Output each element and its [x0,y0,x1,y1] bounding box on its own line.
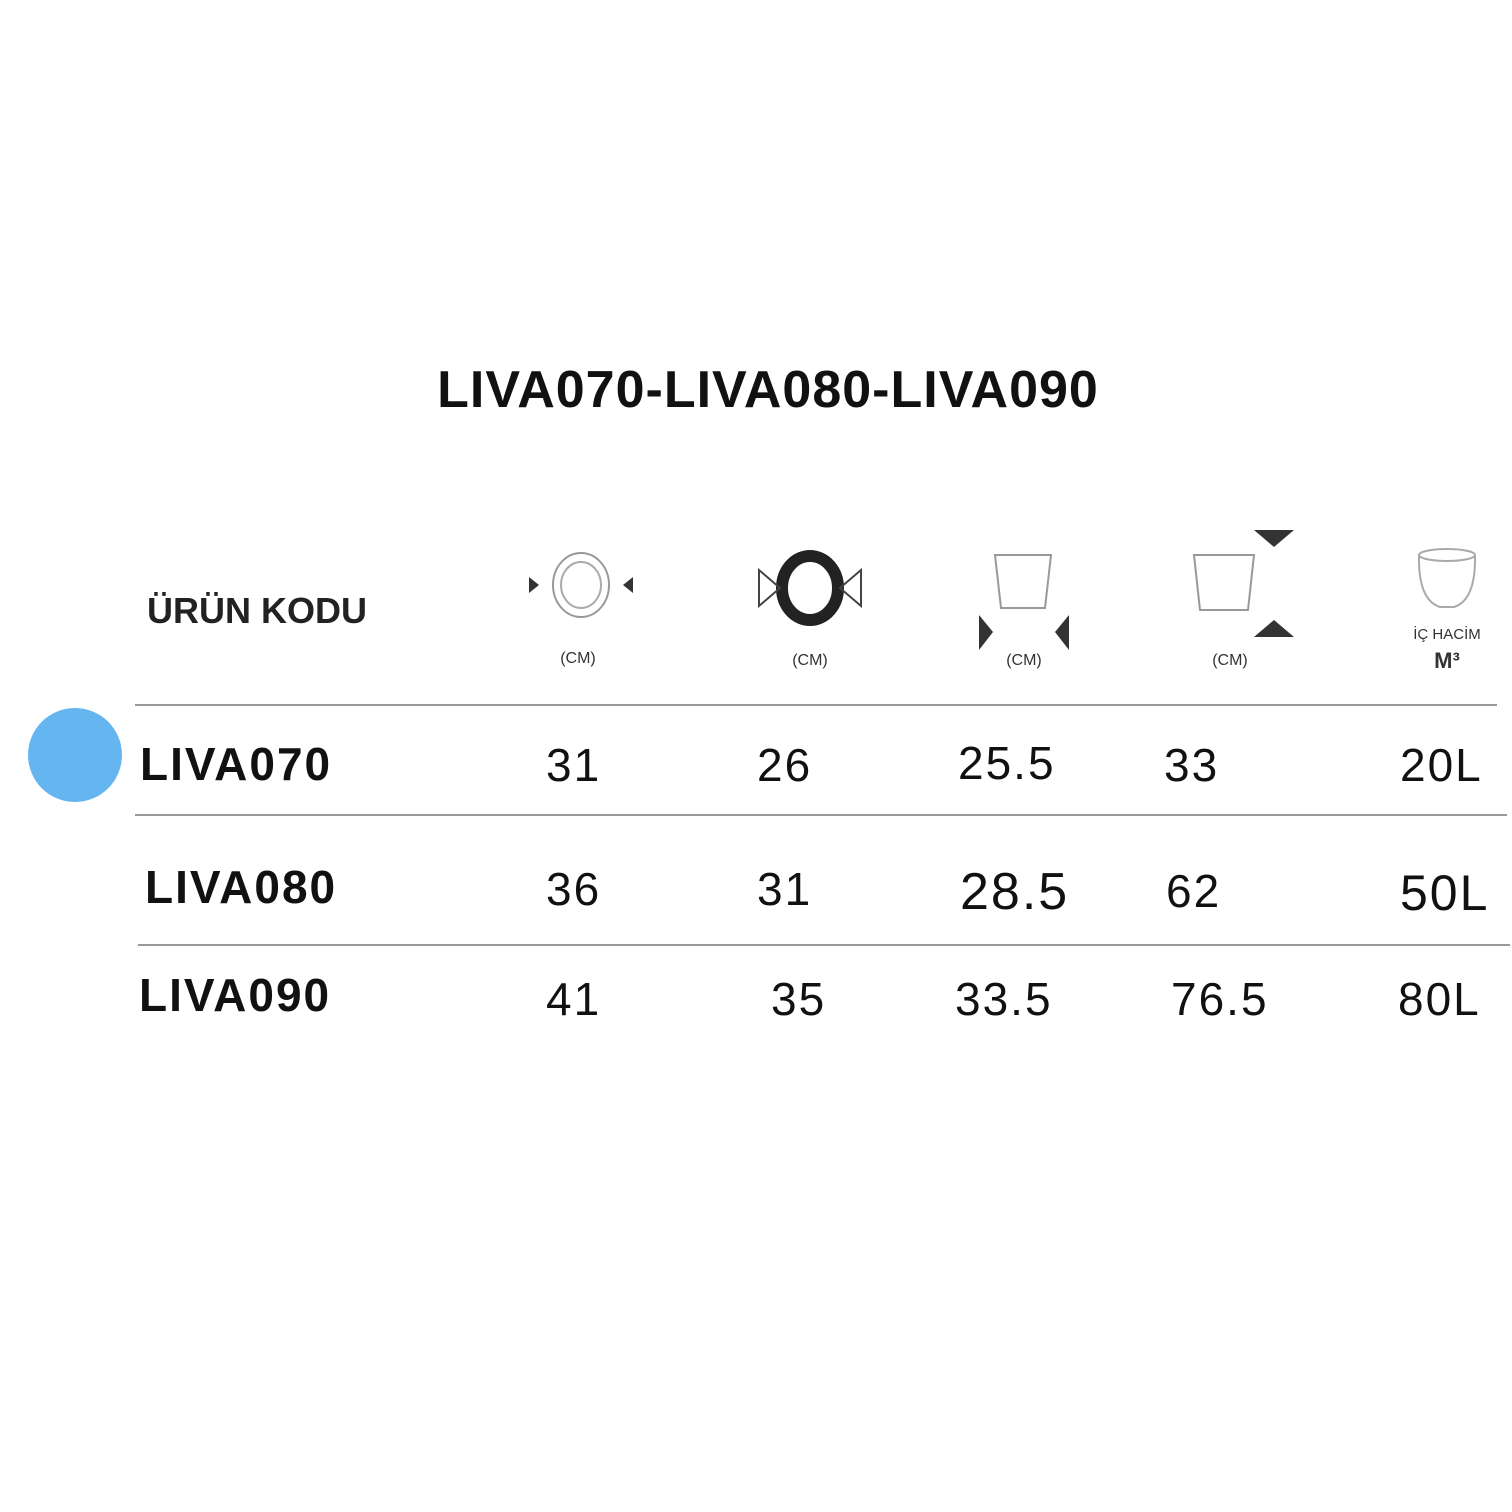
volume-icon [1417,548,1477,608]
row-divider [138,944,1510,946]
cell-base-width: 25.5 [958,737,1056,789]
column-unit-volume: M³ [1434,648,1460,673]
row-divider [135,814,1507,816]
product-code-header: ÜRÜN KODU [147,590,367,631]
column-unit-volume-label: İÇ HACİM [1413,626,1481,643]
cell-base-width: 28.5 [960,863,1070,921]
header-divider [135,704,1497,706]
cell-outer-diameter: 31 [546,739,602,791]
column-unit-base-width: (CM) [1006,652,1042,669]
cell-inner-diameter: 35 [771,973,827,1025]
row-code: LIVA080 [145,861,338,913]
row-code: LIVA090 [139,969,332,1021]
column-unit-height: (CM) [1212,652,1248,669]
row-code: LIVA070 [140,738,333,790]
cell-volume: 20L [1400,739,1483,791]
cell-volume: 80L [1398,973,1481,1025]
cell-height: 76.5 [1171,973,1269,1025]
cell-height: 62 [1166,865,1222,917]
cell-inner-diameter: 31 [757,863,813,915]
cell-volume: 50L [1400,865,1490,921]
page-title: LIVA070-LIVA080-LIVA090 [437,361,1099,419]
row-highlight-marker [28,708,122,802]
column-unit-outer-diameter: (CM) [560,650,596,667]
inner-diameter-icon [758,550,862,626]
cell-base-width: 33.5 [955,973,1053,1025]
column-unit-inner-diameter: (CM) [792,652,828,669]
base-width-icon [979,554,1069,650]
cell-inner-diameter: 26 [757,739,813,791]
cell-outer-diameter: 41 [546,973,602,1025]
cell-height: 33 [1164,739,1220,791]
height-icon [1192,530,1294,637]
cell-outer-diameter: 36 [546,863,602,915]
outer-diameter-icon [529,552,633,618]
